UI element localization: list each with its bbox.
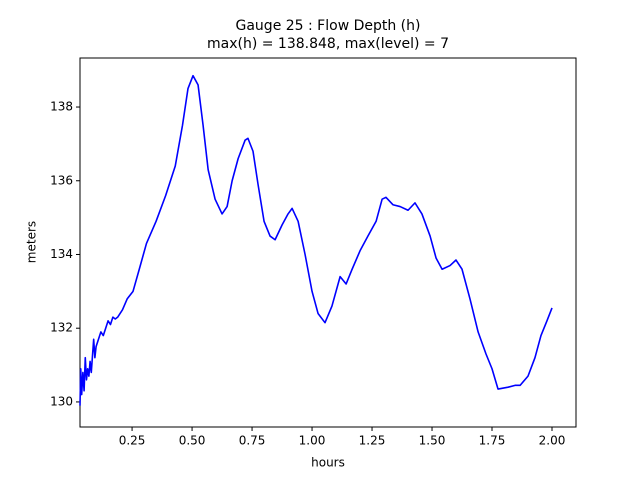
x-tick-label: 1.00: [299, 434, 326, 448]
y-tick-label: 132: [50, 321, 73, 335]
x-axis-label: hours: [311, 456, 345, 470]
y-tick-label: 138: [50, 100, 73, 114]
plot-frame: [79, 57, 577, 428]
x-tick-label: 1.50: [419, 434, 446, 448]
y-tick-label: 136: [50, 173, 73, 187]
y-axis-label: meters: [25, 221, 39, 263]
x-tick-label: 1.25: [359, 434, 386, 448]
y-tick-label: 134: [50, 247, 73, 261]
x-tick-label: 2.00: [539, 434, 566, 448]
x-tick-label: 0.75: [239, 434, 266, 448]
chart-title: Gauge 25 : Flow Depth (h): [236, 18, 421, 34]
x-tick-label: 0.50: [179, 434, 206, 448]
chart-subtitle: max(h) = 138.848, max(level) = 7: [207, 36, 449, 52]
x-tick-label: 0.25: [119, 434, 146, 448]
x-tick-label: 1.75: [479, 434, 506, 448]
y-tick-label: 130: [50, 394, 73, 408]
data-line: [79, 74, 553, 406]
